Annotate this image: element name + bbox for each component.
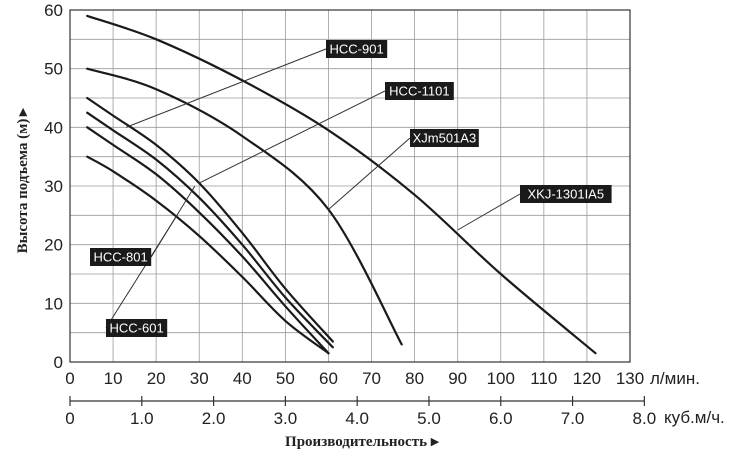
tag-box-xjm501a3 — [410, 129, 479, 147]
x-tick-label: 50 — [276, 369, 295, 388]
x-tick-label: 0 — [65, 369, 74, 388]
series-labels: HCC-601 HCC-801 HCC-901 HCC-1101 XJm501A3 XKJ… — [90, 40, 612, 337]
leader-line-hcc-1101 — [199, 90, 386, 184]
x2-unit-label: куб.м/ч. — [664, 408, 725, 427]
y-axis-title: Высота подъема (м) — [15, 119, 31, 254]
x-tick-label: 40 — [233, 369, 252, 388]
plot-frame — [69, 9, 631, 363]
leader-line-xkj-1301ia5 — [457, 193, 521, 231]
series-label-hcc-901: HCC-901 — [330, 42, 384, 57]
curve-hcc-801 — [86, 126, 330, 355]
x-tick-label: 120 — [573, 369, 601, 388]
curve-xjm501a3 — [86, 67, 403, 346]
leader-line-xjm501a3 — [328, 137, 411, 210]
y-tick-label: 30 — [44, 177, 63, 196]
tag-box-hcc-901 — [326, 40, 388, 58]
leader-line-hcc-901 — [125, 48, 327, 128]
x-unit-label: л/мин. — [650, 369, 700, 388]
tag-box-xkj-1301ia5 — [520, 185, 612, 203]
series-label-hcc-801: HCC-801 — [94, 250, 148, 265]
y-tick-label: 40 — [44, 118, 63, 137]
x-tick-label: 80 — [405, 369, 424, 388]
y-axis-arrow-icon: ▸ — [15, 107, 31, 117]
x-tick-label: 70 — [362, 369, 381, 388]
x-tick-labels: 0 10 20 30 40 50 60 70 80 90 100 110 120 130 — [65, 369, 644, 388]
x2-tick-label: 2.0 — [202, 409, 226, 428]
x2-tick-label: 6.0 — [489, 409, 513, 428]
y-tick-label: 20 — [44, 236, 63, 255]
x-tick-label: 100 — [487, 369, 515, 388]
x-tick-label: 60 — [319, 369, 338, 388]
leader-line-hcc-801 — [150, 185, 196, 258]
series-label-xjm501a3: XJm501A3 — [413, 131, 477, 146]
curves — [86, 14, 597, 355]
x2-tick-label: 3.0 — [274, 409, 298, 428]
x-axis-arrow-icon: ▸ — [430, 434, 440, 450]
x-tick-label: 20 — [147, 369, 166, 388]
y-tick-label: 50 — [44, 60, 63, 79]
secondary-axis: 0 1.0 2.0 3.0 4.0 5.0 6.0 7.0 8.0 — [65, 396, 656, 428]
tag-box-hcc-801 — [90, 248, 152, 266]
x-tick-label: 130 — [616, 369, 644, 388]
series-label-hcc-1101: HCC-1101 — [389, 84, 449, 99]
y-tick-labels: 0 10 20 30 40 50 60 — [44, 1, 63, 372]
tag-box-hcc-601 — [106, 319, 168, 337]
x-tick-label: 30 — [190, 369, 209, 388]
x-tick-label: 10 — [104, 369, 123, 388]
curve-xkj-1301ia5 — [86, 14, 597, 355]
tag-box-hcc-1101 — [385, 82, 454, 100]
series-label-xkj-1301ia5: XKJ-1301IA5 — [527, 187, 604, 202]
x-axis-title: Производительность — [285, 434, 427, 450]
x-tick-label: 110 — [530, 369, 557, 388]
curve-hcc-901 — [86, 111, 334, 349]
x2-tick-label: 0 — [65, 409, 74, 428]
x2-tick-label: 1.0 — [130, 409, 154, 428]
y-tick-label: 10 — [44, 294, 63, 313]
x2-tick-label: 7.0 — [561, 409, 585, 428]
y-tick-label: 60 — [44, 1, 63, 20]
curve-hcc-601 — [86, 155, 330, 355]
y-tick-label: 0 — [54, 353, 63, 372]
x-tick-label: 90 — [448, 369, 467, 388]
x2-tick-label: 4.0 — [345, 409, 369, 428]
x2-tick-label: 5.0 — [417, 409, 441, 428]
curve-hcc-1101 — [86, 96, 334, 343]
series-label-hcc-601: HCC-601 — [110, 321, 164, 336]
x2-tick-label: 8.0 — [633, 409, 657, 428]
